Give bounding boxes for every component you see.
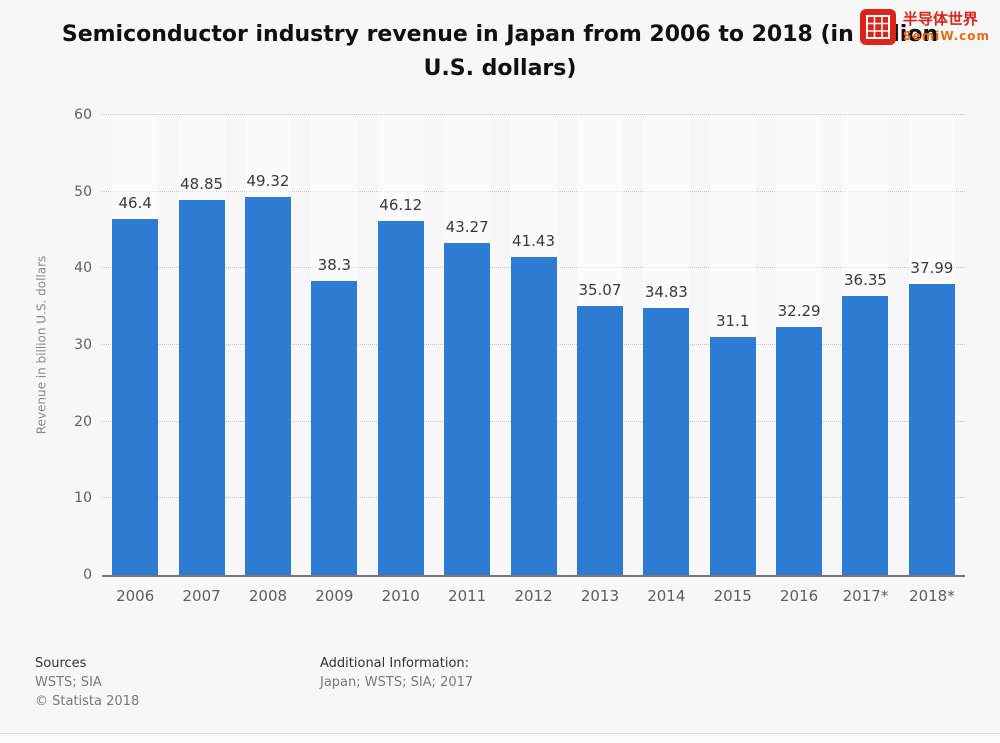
bar-2016 <box>776 327 823 575</box>
x-tick-label-2014: 2014 <box>647 587 686 605</box>
plot-area: 46.4 48.85 49.32 38.3 46.12 43.27 41.43 35.07 34… <box>102 114 965 577</box>
sources-value: WSTS; SIA <box>35 675 102 690</box>
bar-2011 <box>444 243 491 575</box>
copyright: © Statista 2018 <box>35 694 140 709</box>
additional-info-value: Japan; WSTS; SIA; 2017 <box>320 675 474 690</box>
bar-2017* <box>842 296 889 575</box>
bar-column-2012: 41.43 <box>500 115 566 575</box>
bottom-divider <box>0 733 1000 734</box>
bar-column-2006: 46.4 <box>102 115 168 575</box>
bar-column-2007: 48.85 <box>168 115 234 575</box>
x-tick-label-2018*: 2018* <box>909 587 955 605</box>
value-label-2010: 46.12 <box>379 196 423 215</box>
value-label-2013: 35.07 <box>578 281 622 300</box>
x-tick-label-2017*: 2017* <box>842 587 889 605</box>
watermark-url: SemiW.com <box>902 28 990 43</box>
sources-label: Sources <box>35 656 87 671</box>
bar-column-2008: 49.32 <box>235 115 301 575</box>
bar-column-2013: 35.07 <box>567 115 633 575</box>
sources-block: Sources WSTS; SIA © Statista 2018 <box>35 656 320 713</box>
x-tick-label-2011: 2011 <box>448 587 487 605</box>
bar-2015 <box>709 336 756 575</box>
additional-info-block: Additional Information: Japan; WSTS; SIA… <box>320 656 473 713</box>
bar-2013 <box>576 306 623 575</box>
bar-2012 <box>510 257 557 575</box>
bar-column-2010: 46.12 <box>368 115 434 575</box>
bar-column-2014: 34.83 <box>633 115 699 575</box>
chip-icon <box>859 9 896 45</box>
y-tick-label-20: 20 <box>74 413 92 430</box>
value-label-2014: 34.83 <box>644 282 688 301</box>
value-label-2018*: 37.99 <box>910 258 954 277</box>
bar-2014 <box>643 307 690 575</box>
bar-2006 <box>112 219 159 575</box>
bar-2008 <box>244 196 291 575</box>
y-tick-label-50: 50 <box>74 183 92 200</box>
additional-info-label: Additional Information: <box>320 656 470 671</box>
x-tick-label-2016: 2016 <box>780 587 819 605</box>
value-label-2007: 48.85 <box>180 175 224 194</box>
value-label-2015: 31.1 <box>716 311 750 330</box>
value-label-2011: 43.27 <box>445 218 489 237</box>
x-tick-label-2013: 2013 <box>580 587 620 605</box>
y-tick-label-30: 30 <box>74 337 92 353</box>
x-tick-label-2008: 2008 <box>248 587 288 605</box>
value-label-2006: 46.4 <box>118 194 152 213</box>
x-tick-label-2015: 2015 <box>713 587 752 605</box>
bar-column-2016: 32.29 <box>766 115 832 575</box>
x-axis-labels: 2006 2007 2008 2009 2010 2011 2012 2013 2014 2015… <box>102 587 965 605</box>
bottom-strip <box>0 734 1000 743</box>
y-tick-label-60: 60 <box>74 107 92 123</box>
bar-2009 <box>311 281 358 575</box>
watermark-name: 半导体世界 <box>902 10 978 29</box>
x-tick-label-2007: 2007 <box>182 587 221 605</box>
bar-column-2017*: 36.35 <box>832 115 898 575</box>
y-tick-label-40: 40 <box>74 260 92 277</box>
bar-column-2009: 38.3 <box>301 115 367 575</box>
chart-title: Semiconductor industry revenue in Japan … <box>61 22 939 82</box>
y-axis-ticks: 0 10 20 30 40 50 60 <box>40 107 92 583</box>
y-tick-label-10: 10 <box>74 490 92 507</box>
gridline-60 <box>102 114 965 115</box>
x-tick-label-2009: 2009 <box>315 587 354 605</box>
value-label-2017*: 36.35 <box>844 271 887 290</box>
bar-column-2011: 43.27 <box>434 115 500 575</box>
footer: Sources WSTS; SIA © Statista 2018 Additi… <box>35 656 473 713</box>
bar-column-2018*: 37.99 <box>899 115 965 575</box>
y-tick-label-0: 0 <box>83 567 92 583</box>
x-tick-label-2006: 2006 <box>116 587 155 605</box>
value-label-2009: 38.3 <box>317 256 352 275</box>
bar-2018* <box>908 283 955 575</box>
x-tick-label-2012: 2012 <box>514 587 553 605</box>
value-label-2012: 41.43 <box>512 232 556 251</box>
bar-column-2015: 31.1 <box>700 115 766 575</box>
bar-2007 <box>178 200 225 575</box>
value-label-2016: 32.29 <box>777 302 821 321</box>
value-label-2008: 49.32 <box>246 171 290 190</box>
watermark: 半导体世界 SemiW.com <box>859 8 990 46</box>
bar-2010 <box>377 221 424 575</box>
x-tick-label-2010: 2010 <box>381 587 420 605</box>
